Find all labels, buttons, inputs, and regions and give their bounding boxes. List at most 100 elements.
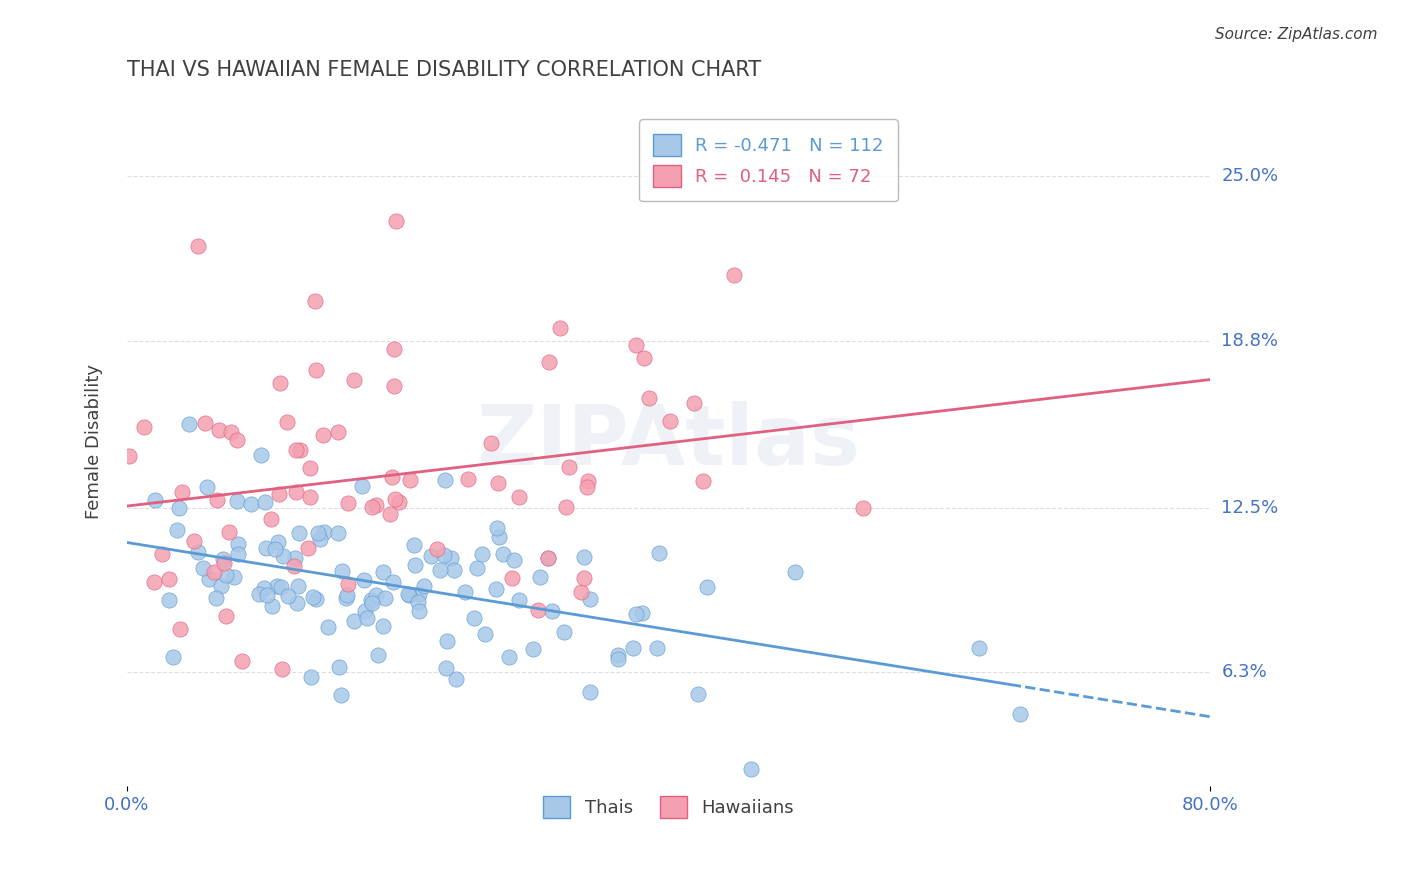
Point: [215, 609, 238, 624]
Point: [343, 373, 366, 387]
Point: [202, 565, 225, 579]
Point: [443, 563, 465, 577]
Point: [226, 494, 249, 508]
Point: [288, 525, 311, 540]
Point: [527, 603, 550, 617]
Point: [285, 596, 308, 610]
Point: [132, 420, 155, 434]
Point: [538, 354, 561, 368]
Text: 25.0%: 25.0%: [1222, 167, 1278, 185]
Point: [326, 425, 349, 440]
Point: [240, 497, 263, 511]
Point: [380, 507, 402, 521]
Point: [558, 459, 581, 474]
Point: [404, 558, 426, 572]
Point: [336, 577, 359, 591]
Point: [267, 534, 290, 549]
Point: [413, 579, 436, 593]
Point: [326, 526, 349, 541]
Point: [167, 501, 190, 516]
Point: [579, 592, 602, 607]
Point: [314, 524, 336, 539]
Y-axis label: Female Disability: Female Disability: [86, 364, 103, 519]
Point: [576, 475, 599, 489]
Point: [271, 662, 294, 676]
Point: [356, 611, 378, 625]
Point: [498, 650, 520, 665]
Point: [621, 641, 644, 656]
Point: [553, 624, 575, 639]
Point: [260, 599, 283, 614]
Point: [537, 551, 560, 566]
Point: [440, 550, 463, 565]
Text: 12.5%: 12.5%: [1222, 499, 1278, 516]
Text: Source: ZipAtlas.com: Source: ZipAtlas.com: [1215, 27, 1378, 42]
Point: [288, 442, 311, 457]
Point: [537, 551, 560, 566]
Point: [208, 423, 231, 437]
Point: [350, 478, 373, 492]
Point: [692, 475, 714, 489]
Point: [225, 433, 247, 447]
Point: [384, 379, 406, 393]
Point: [183, 534, 205, 549]
Point: [406, 594, 429, 608]
Point: [645, 640, 668, 655]
Point: [404, 538, 426, 552]
Point: [277, 589, 299, 603]
Point: [387, 494, 409, 508]
Point: [366, 499, 388, 513]
Point: [336, 588, 359, 602]
Point: [371, 618, 394, 632]
Point: [572, 549, 595, 564]
Point: [454, 585, 477, 599]
Point: [193, 561, 215, 575]
Point: [686, 687, 709, 701]
Point: [503, 552, 526, 566]
Point: [647, 546, 669, 560]
Point: [264, 542, 287, 557]
Point: [285, 484, 308, 499]
Point: [624, 338, 647, 352]
Point: [374, 591, 396, 605]
Point: [219, 425, 242, 439]
Point: [624, 607, 647, 621]
Point: [285, 443, 308, 458]
Point: [162, 649, 184, 664]
Point: [433, 473, 456, 487]
Point: [205, 492, 228, 507]
Point: [299, 670, 322, 684]
Point: [578, 684, 600, 698]
Point: [433, 549, 456, 563]
Point: [479, 436, 502, 450]
Text: 6.3%: 6.3%: [1222, 664, 1267, 681]
Point: [343, 614, 366, 628]
Legend: Thais, Hawaiians: Thais, Hawaiians: [529, 781, 808, 832]
Point: [548, 320, 571, 334]
Point: [177, 417, 200, 432]
Point: [569, 585, 592, 599]
Point: [253, 494, 276, 508]
Point: [436, 634, 458, 648]
Point: [269, 486, 291, 500]
Point: [231, 655, 253, 669]
Point: [297, 541, 319, 556]
Point: [967, 641, 990, 656]
Point: [307, 525, 329, 540]
Point: [385, 213, 408, 227]
Point: [157, 593, 180, 607]
Point: [396, 587, 419, 601]
Point: [508, 592, 530, 607]
Point: [269, 376, 291, 391]
Point: [408, 587, 430, 601]
Point: [316, 620, 339, 634]
Point: [426, 541, 449, 556]
Point: [485, 521, 508, 535]
Point: [205, 591, 228, 606]
Point: [606, 652, 628, 666]
Point: [143, 574, 166, 589]
Point: [253, 581, 276, 595]
Point: [444, 672, 467, 686]
Point: [276, 415, 298, 429]
Point: [574, 571, 596, 585]
